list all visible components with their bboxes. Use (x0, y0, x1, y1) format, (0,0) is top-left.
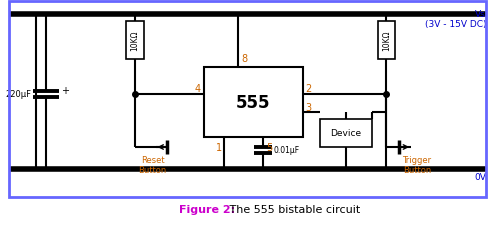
Text: 8: 8 (242, 54, 247, 64)
Text: 0.01μF: 0.01μF (274, 146, 300, 155)
Bar (9, 2, 486, 197)
Bar (320, 119, 371, 147)
Bar (378, 22, 395, 60)
Text: 4: 4 (195, 84, 201, 94)
Bar (204, 68, 303, 137)
Text: 10KΩ: 10KΩ (382, 31, 391, 51)
Text: 10KΩ: 10KΩ (130, 31, 140, 51)
Text: 220μF: 220μF (5, 90, 31, 99)
Text: 5: 5 (266, 142, 272, 152)
Text: Reset
Button: Reset Button (139, 155, 167, 175)
Text: Figure 2:: Figure 2: (179, 204, 235, 214)
Text: 0V: 0V (474, 172, 486, 181)
Text: 3: 3 (305, 103, 312, 112)
Bar (126, 22, 144, 60)
Text: Trigger
Button: Trigger Button (403, 155, 431, 175)
Text: 2: 2 (305, 84, 312, 94)
Text: The 555 bistable circuit: The 555 bistable circuit (225, 204, 360, 214)
Text: Device: Device (330, 129, 362, 138)
Text: 555: 555 (236, 94, 270, 112)
Text: 1: 1 (216, 142, 222, 152)
Text: Vs
(3V - 15V DC): Vs (3V - 15V DC) (425, 10, 486, 29)
Text: +: + (61, 86, 69, 96)
